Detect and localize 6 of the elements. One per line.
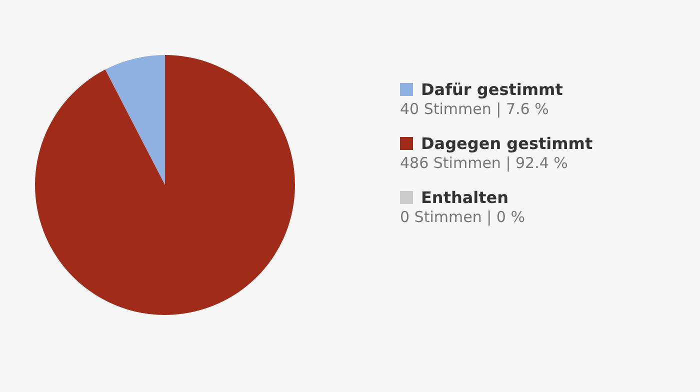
legend-label: Dafür gestimmt [421, 80, 563, 99]
data-label: 40 Stimmen | 7.6 % [400, 100, 550, 118]
legend-label: Enthalten [421, 188, 509, 207]
legend-label: Dagegen gestimmt [421, 134, 593, 153]
text: 0 Stimmen | 0 % [400, 208, 525, 226]
data-label: 486 Stimmen | 92.4 % [400, 154, 569, 172]
